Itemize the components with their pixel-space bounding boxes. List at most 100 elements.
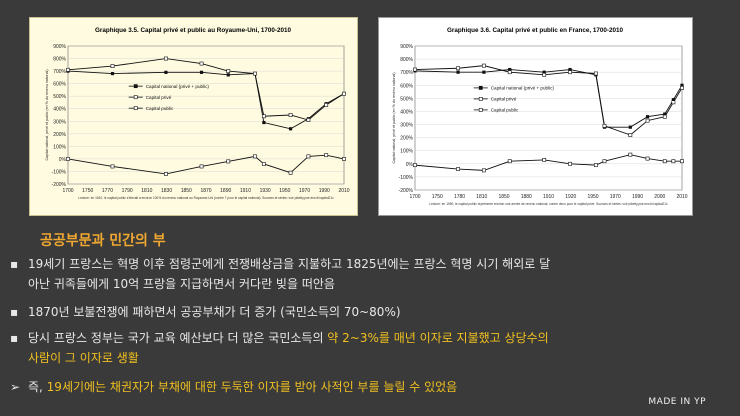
arrow-bullet-icon: ➢ (10, 380, 21, 394)
bullet-4-highlight: 19세기에는 채권자가 부채에 대한 두둑한 이자를 받아 사적인 부를 늘릴 … (46, 380, 458, 394)
data-point (645, 115, 650, 119)
y-axis-label: Capital national, privé et public (en % … (392, 72, 396, 163)
data-point (542, 157, 547, 162)
y-tick-label: 200% (53, 132, 66, 138)
data-point (253, 71, 257, 76)
y-tick-label: 600% (53, 82, 66, 88)
chart-uk: Graphique 3.5. Capital privé et public a… (45, 27, 350, 200)
legend-swatch-marker (478, 96, 483, 101)
y-tick-label: 200% (400, 136, 413, 142)
data-point (199, 164, 204, 169)
series-line (67, 154, 345, 175)
x-tick-label: 1870 (200, 188, 211, 194)
bullet-2-line-1: 1870년 보불전쟁에 패하면서 공공부채가 더 증가 (국민소득의 70~80… (28, 305, 401, 319)
y-tick-label: 900% (53, 44, 66, 50)
data-point (413, 163, 417, 168)
data-point (226, 159, 231, 164)
x-tick-label: 1700 (409, 194, 420, 200)
data-point (671, 100, 676, 105)
slide-heading: 공공부문과 민간의 부 (40, 233, 166, 249)
bullet-4: ➢ 즉, 19세기에는 채권자가 부채에 대한 두둑한 이자를 받아 사적인 부를… (10, 377, 457, 397)
data-point (226, 69, 231, 73)
y-tick-label: 700% (400, 70, 413, 76)
data-point (482, 63, 486, 68)
brand-logo: MADE IN YP (648, 397, 706, 407)
data-point (199, 61, 204, 66)
legend-label: Capital privé (146, 95, 172, 100)
data-point (324, 103, 329, 107)
x-tick-label: 1990 (632, 194, 643, 200)
data-point (288, 127, 293, 131)
y-tick-label: 900% (400, 44, 413, 50)
y-tick-label: 0% (59, 157, 67, 163)
bullet-3-highlight-line-2: 사람이 그 이자로 생활 (28, 351, 139, 365)
data-point (110, 72, 115, 76)
series-line (67, 70, 345, 130)
data-point (628, 152, 633, 157)
x-tick-label: 1830 (161, 188, 172, 194)
data-point (680, 159, 684, 164)
data-point (199, 70, 204, 74)
bullet-mark: ▪ (10, 257, 19, 271)
bullet-mark: ▪ (10, 305, 19, 319)
y-tick-label: 700% (53, 69, 66, 75)
bullet-3-text: 당시 프랑스 정부는 국가 교육 예산보다 더 많은 국민소득의 (28, 331, 328, 345)
data-point (568, 161, 572, 166)
x-tick-label: 1990 (319, 188, 330, 194)
x-tick-label: 1930 (260, 188, 271, 194)
bullet-2: ▪ 1870년 보불전쟁에 패하면서 공공부채가 더 증가 (국민소득의 70~8… (10, 302, 401, 322)
bullet-mark: ▪ (10, 331, 19, 345)
bullet-1: ▪ 19세기 프랑스는 혁명 이후 점령군에게 전쟁배상금을 지불하고 1825년… (10, 254, 550, 294)
chart-note: Lecture: en 1810, le capital public s'él… (78, 196, 334, 200)
x-tick-label: 1910 (240, 188, 251, 194)
x-tick-label: 1950 (587, 194, 598, 200)
chart-title: Graphique 3.5. Capital privé et public a… (95, 27, 291, 34)
x-tick-label: 1850 (181, 188, 192, 194)
x-tick-label: 1700 (62, 188, 73, 194)
data-point (593, 71, 598, 76)
y-tick-label: 0% (406, 162, 414, 168)
data-point (602, 159, 607, 164)
data-point (164, 56, 168, 61)
chart-title: Graphique 3.6. Capital privé et public e… (447, 27, 624, 34)
x-tick-label: 1770 (102, 188, 113, 194)
data-point (645, 156, 650, 161)
data-point (542, 72, 547, 77)
data-point (342, 91, 346, 96)
data-point (456, 70, 460, 74)
series-line (67, 58, 345, 121)
x-tick-label: 2000 (654, 194, 665, 200)
data-point (413, 67, 417, 72)
data-point (568, 67, 572, 72)
data-point (306, 118, 311, 122)
data-point (508, 67, 512, 72)
legend-label: Capital national (privé + public) (146, 84, 210, 89)
data-point (593, 163, 598, 168)
data-point (671, 98, 675, 102)
x-tick-label: 1790 (122, 188, 133, 194)
chart-note: Lecture: en 1950, le capital public repr… (429, 202, 668, 206)
legend-swatch-marker (133, 84, 138, 89)
data-point (662, 159, 667, 164)
data-point (66, 157, 70, 161)
y-tick-label: 100% (53, 144, 66, 150)
y-tick-label: 800% (400, 57, 413, 63)
data-point (288, 113, 293, 117)
data-point (110, 64, 115, 68)
bullet-1-line-1: 19세기 프랑스는 혁명 이후 점령군에게 전쟁배상금을 지불하고 1825년에… (28, 257, 551, 271)
y-tick-label: 300% (400, 123, 413, 129)
x-tick-label: 2010 (338, 188, 349, 194)
data-point (261, 162, 266, 166)
y-tick-label: 300% (53, 119, 66, 125)
y-tick-label: 100% (400, 149, 413, 155)
data-point (542, 70, 546, 74)
data-point (262, 120, 266, 125)
x-tick-label: 1750 (432, 194, 443, 200)
data-point (680, 85, 684, 90)
y-axis-label: Capital national, privé et public (en % … (45, 69, 49, 160)
data-point (507, 70, 512, 75)
data-point (456, 66, 460, 71)
y-tick-label: -200% (399, 188, 414, 194)
data-point (680, 83, 684, 87)
data-point (342, 157, 346, 161)
